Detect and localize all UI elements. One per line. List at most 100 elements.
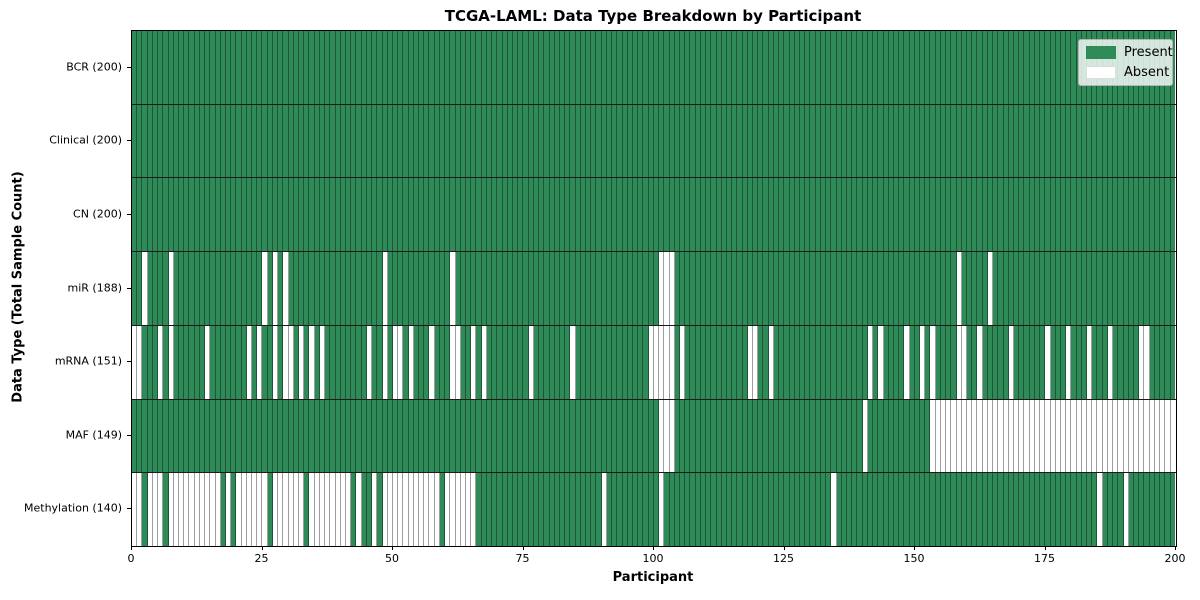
heatmap-cell xyxy=(413,252,420,325)
heatmap-cell xyxy=(972,31,978,104)
heatmap-cell xyxy=(372,252,378,325)
heatmap-cell xyxy=(544,178,550,252)
heatmap-cell xyxy=(424,473,430,547)
heatmap-cell xyxy=(293,325,299,399)
heatmap-cell xyxy=(445,252,451,325)
heatmap-cell xyxy=(137,252,143,325)
heatmap-cell xyxy=(481,252,487,325)
heatmap-cell xyxy=(1154,473,1161,547)
heatmap-cell xyxy=(1087,252,1093,325)
heatmap-cell xyxy=(977,104,983,178)
heatmap-cell xyxy=(768,31,774,104)
heatmap-cell xyxy=(648,178,654,252)
heatmap-cell xyxy=(982,325,988,399)
y-tick-mark xyxy=(127,361,131,363)
heatmap-cell xyxy=(617,31,623,104)
x-tick-label: 200 xyxy=(1164,552,1186,565)
heatmap-cell xyxy=(304,178,310,252)
heatmap-cell xyxy=(1076,178,1082,252)
heatmap-cell xyxy=(163,325,169,399)
heatmap-cell xyxy=(606,31,613,104)
heatmap-cell xyxy=(888,325,894,399)
heatmap-cell xyxy=(1139,473,1145,547)
heatmap-cell xyxy=(883,252,889,325)
heatmap-cell xyxy=(753,31,759,104)
heatmap-cell xyxy=(800,31,806,104)
heatmap-cell xyxy=(862,325,868,399)
heatmap-cell xyxy=(586,473,592,547)
heatmap-cell xyxy=(1040,473,1046,547)
legend-label-present: Present xyxy=(1124,45,1173,60)
heatmap-cell xyxy=(272,178,279,252)
heatmap-cell xyxy=(220,473,226,547)
heatmap-cell xyxy=(700,178,707,252)
heatmap-cell xyxy=(867,104,874,178)
heatmap-cell xyxy=(184,399,190,473)
heatmap-cell xyxy=(805,178,811,252)
heatmap-cell xyxy=(559,325,566,399)
heatmap-cell xyxy=(841,252,847,325)
heatmap-cell xyxy=(659,104,665,178)
heatmap-cell xyxy=(606,104,613,178)
heatmap-cell xyxy=(1076,325,1082,399)
heatmap-cell xyxy=(523,473,529,547)
heatmap-cell xyxy=(1008,473,1014,547)
heatmap-cell xyxy=(747,325,754,399)
heatmap-cell xyxy=(789,178,795,252)
heatmap-cell xyxy=(857,325,863,399)
heatmap-cell xyxy=(920,325,926,399)
heatmap-cell xyxy=(909,252,915,325)
heatmap-cell xyxy=(225,252,232,325)
heatmap-cell xyxy=(1102,178,1108,252)
heatmap-cell xyxy=(366,252,373,325)
heatmap-cell xyxy=(335,31,341,104)
heatmap-cell xyxy=(1029,325,1035,399)
heatmap-cell xyxy=(1008,104,1014,178)
heatmap-cell xyxy=(471,104,477,178)
heatmap-cell xyxy=(695,104,701,178)
heatmap-cell xyxy=(1003,325,1009,399)
heatmap-cell xyxy=(466,473,472,547)
heatmap-cell xyxy=(366,399,373,473)
heatmap-cell xyxy=(1060,31,1067,104)
heatmap-cell xyxy=(1087,473,1093,547)
heatmap-cell xyxy=(173,473,179,547)
heatmap-cell xyxy=(904,252,910,325)
heatmap-cell xyxy=(361,252,367,325)
heatmap-cell xyxy=(753,178,759,252)
heatmap-cell xyxy=(1024,473,1030,547)
heatmap-cell xyxy=(726,252,733,325)
heatmap-cell xyxy=(1019,178,1025,252)
heatmap-cell xyxy=(205,399,211,473)
heatmap-cell xyxy=(392,178,399,252)
heatmap-cell xyxy=(481,399,487,473)
heatmap-cell xyxy=(711,178,717,252)
heatmap-cell xyxy=(648,325,654,399)
heatmap-cell xyxy=(132,473,138,547)
heatmap-cell xyxy=(1081,104,1088,178)
heatmap-cell xyxy=(805,31,811,104)
heatmap-cell xyxy=(1102,104,1108,178)
heatmap-cell xyxy=(523,178,529,252)
heatmap-cell xyxy=(152,252,159,325)
heatmap-cell xyxy=(961,104,967,178)
heatmap-cell xyxy=(742,104,748,178)
heatmap-cell xyxy=(711,325,717,399)
heatmap-cell xyxy=(779,31,785,104)
heatmap-cell xyxy=(272,399,279,473)
heatmap-cell xyxy=(1045,31,1051,104)
heatmap-cell xyxy=(982,31,988,104)
heatmap-cell xyxy=(998,178,1004,252)
heatmap-cell xyxy=(1144,399,1150,473)
heatmap-cell xyxy=(920,473,926,547)
heatmap-cell xyxy=(424,325,430,399)
heatmap-cell xyxy=(732,399,738,473)
heatmap-cell xyxy=(846,252,853,325)
heatmap-cell xyxy=(846,473,853,547)
heatmap-cell xyxy=(627,178,633,252)
heatmap-cell xyxy=(554,252,560,325)
heatmap-cell xyxy=(909,31,915,104)
heatmap-cell xyxy=(486,473,493,547)
heatmap-cell xyxy=(382,473,388,547)
heatmap-cell xyxy=(935,178,941,252)
